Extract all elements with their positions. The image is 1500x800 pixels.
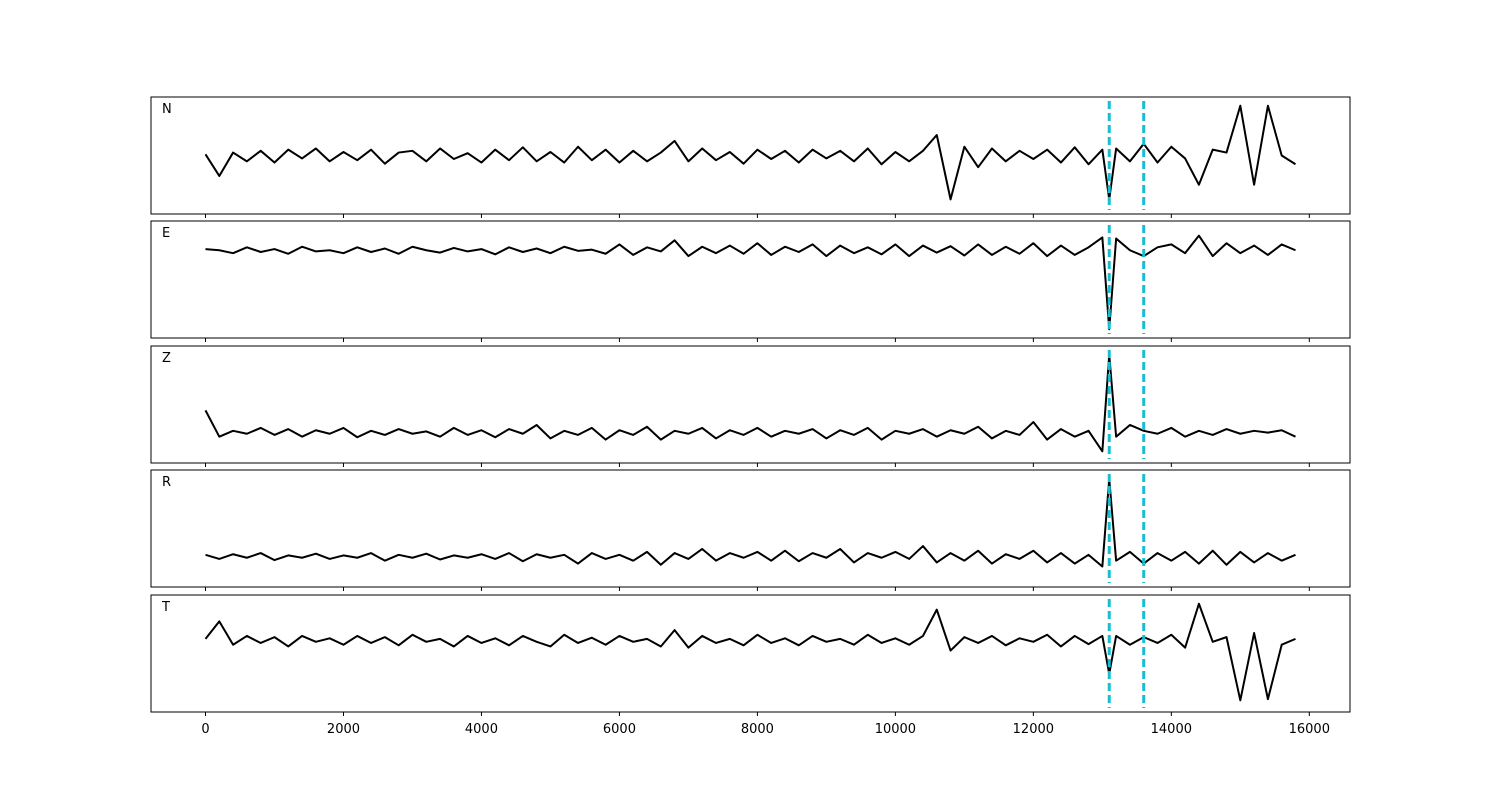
- x-tick-label: 14000: [1151, 722, 1192, 737]
- trace: [205, 477, 1296, 568]
- panel-frame: [150, 594, 1351, 713]
- panel-frame: [150, 220, 1351, 339]
- trace: [204, 353, 1296, 453]
- x-tick-label: 12000: [1013, 722, 1054, 737]
- panel-frame: [150, 469, 1351, 588]
- panel-label: E: [162, 226, 170, 241]
- panel-frame: [150, 345, 1351, 464]
- x-tick-label: 16000: [1289, 722, 1330, 737]
- x-tick-label: 6000: [603, 722, 636, 737]
- x-tick-label: 0: [201, 722, 209, 737]
- panel-label: R: [162, 475, 171, 490]
- panel-label: T: [161, 600, 170, 615]
- x-tick-label: 8000: [741, 722, 774, 737]
- panel-label: Z: [162, 351, 171, 366]
- x-tick-label: 10000: [875, 722, 916, 737]
- x-tick-label: 2000: [327, 722, 360, 737]
- trace: [204, 104, 1297, 201]
- panel-frame: [150, 96, 1351, 215]
- x-tick-label: 4000: [465, 722, 498, 737]
- trace: [204, 602, 1296, 702]
- panel-label: N: [162, 102, 172, 117]
- trace: [205, 234, 1296, 331]
